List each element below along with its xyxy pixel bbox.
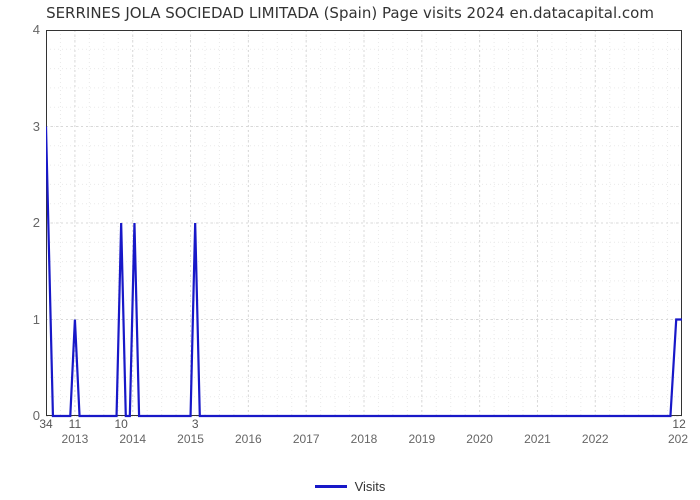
y-tick-label: 3 <box>10 119 40 134</box>
legend: Visits <box>0 479 700 494</box>
x-tick-label: 2019 <box>402 432 442 446</box>
legend-label: Visits <box>355 479 386 494</box>
x-tick-label: 2015 <box>171 432 211 446</box>
x-tick-label: 2017 <box>286 432 326 446</box>
y-tick-label: 2 <box>10 215 40 230</box>
spike-value-label: 10 <box>109 417 133 431</box>
x-tick-label: 2022 <box>575 432 615 446</box>
x-tick-label: 2018 <box>344 432 384 446</box>
plot-area <box>46 30 682 444</box>
spike-value-label: 12 <box>667 417 691 431</box>
x-tick-label: 2014 <box>113 432 153 446</box>
x-tick-label: 2016 <box>228 432 268 446</box>
y-tick-label: 4 <box>10 22 40 37</box>
x-tick-label: 2021 <box>517 432 557 446</box>
y-tick-label: 1 <box>10 312 40 327</box>
x-tick-label: 202 <box>668 432 688 446</box>
x-tick-label: 2020 <box>460 432 500 446</box>
spike-value-label: 3 <box>183 417 207 431</box>
spike-value-label: 34 <box>34 417 58 431</box>
chart-title: SERRINES JOLA SOCIEDAD LIMITADA (Spain) … <box>0 4 700 22</box>
spike-value-label: 11 <box>63 417 87 431</box>
x-tick-label: 2013 <box>55 432 95 446</box>
legend-swatch <box>315 485 347 488</box>
